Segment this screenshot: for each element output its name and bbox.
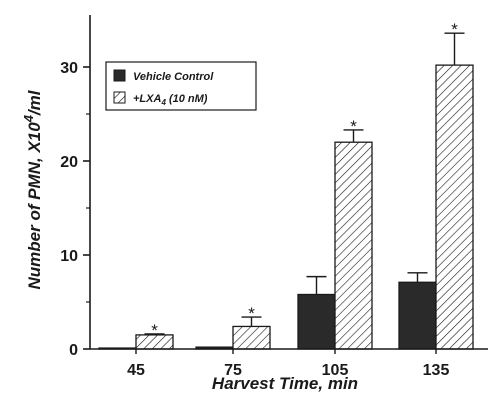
legend-box: [105, 61, 257, 111]
y-axis-title-exponent: 4: [21, 114, 36, 123]
bar-vehicle-control-135: [398, 281, 437, 350]
plot-area: * * * *: [98, 20, 474, 350]
y-axis-title-unit: /ml: [25, 89, 44, 116]
x-axis: 45 75 105 135: [90, 348, 488, 379]
legend-swatch-lxa4: [113, 91, 126, 104]
x-tick-label: 75: [224, 362, 242, 379]
bar-lxa4-135: [435, 64, 474, 350]
bar-vehicle-control-105: [297, 293, 336, 350]
x-tick-label: 105: [322, 362, 349, 379]
y-tick-label: 30: [60, 60, 78, 77]
legend-label-vehicle-control: Vehicle Control: [133, 71, 214, 83]
significance-marker: *: [248, 304, 255, 323]
legend-label-lxa4: +LXA4 (10 nM): [133, 93, 208, 107]
bar-lxa4-105: [334, 141, 373, 350]
legend: Vehicle Control +LXA4 (10 nM): [105, 61, 257, 111]
y-axis-title: Number of PMN, X104/ml: [21, 89, 44, 289]
bar-lxa4-75: [232, 325, 271, 350]
y-tick-label: 10: [60, 248, 78, 265]
legend-label-lxa4-sub: 4: [160, 98, 166, 107]
legend-swatch-vehicle-control: [113, 69, 126, 82]
x-axis-title: Harvest Time, min: [212, 374, 358, 393]
x-tick-label: 45: [127, 362, 145, 379]
significance-marker: *: [350, 117, 357, 136]
y-tick-label: 20: [60, 154, 78, 171]
y-tick-label: 0: [69, 342, 78, 359]
significance-marker: *: [151, 321, 158, 340]
significance-marker: *: [451, 20, 458, 39]
x-tick-label: 135: [423, 362, 450, 379]
y-axis: 0 10 20 30: [60, 15, 91, 359]
